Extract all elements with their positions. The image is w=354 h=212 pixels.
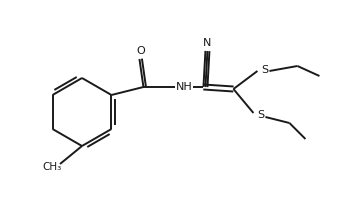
Text: NH: NH <box>176 82 193 92</box>
Text: O: O <box>136 46 145 56</box>
Text: CH₃: CH₃ <box>42 162 62 172</box>
Text: N: N <box>203 38 212 48</box>
Text: S: S <box>257 110 264 120</box>
Text: S: S <box>262 65 269 75</box>
